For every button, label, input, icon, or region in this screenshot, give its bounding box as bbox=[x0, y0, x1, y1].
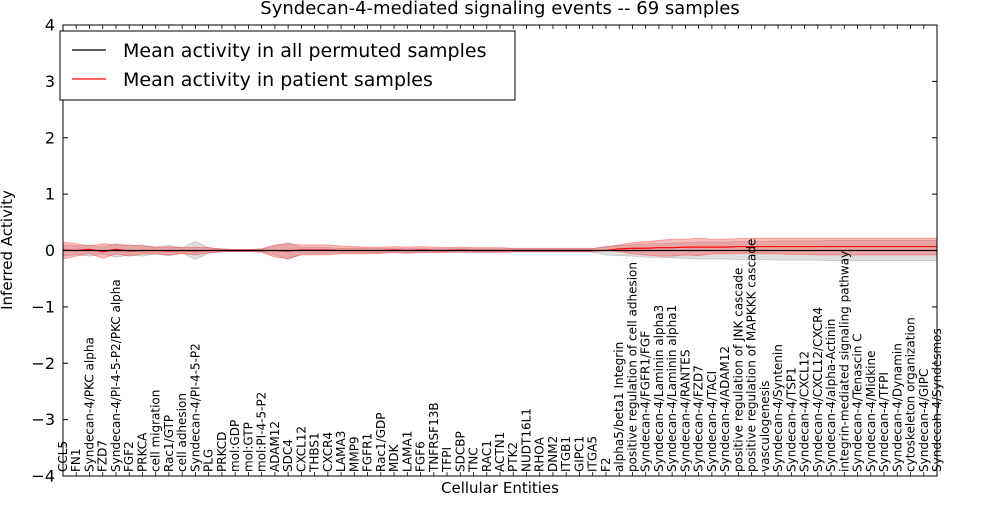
x-tick-label: FGF6 bbox=[414, 441, 428, 472]
x-tick-label: DNM2 bbox=[546, 436, 560, 472]
x-tick-label: PTK2 bbox=[506, 442, 520, 472]
x-tick-label: FGF2 bbox=[122, 441, 136, 472]
x-tick-label: CCL5 bbox=[56, 441, 70, 472]
x-tick-label: cell adhesion bbox=[175, 393, 189, 472]
legend-label-patient: Mean activity in patient samples bbox=[123, 69, 433, 91]
x-tick-label: RHOA bbox=[533, 436, 547, 472]
x-tick-label: Syndecan-4/TFPI bbox=[877, 372, 891, 472]
x-tick-label: PLG bbox=[202, 449, 216, 472]
x-tick-label: NUDT16L1 bbox=[519, 408, 533, 472]
x-tick-label: F2 bbox=[599, 457, 613, 472]
x-tick-label: Syndecan-4/alpha-Actinin bbox=[824, 319, 838, 472]
x-tick-label: cell migration bbox=[149, 390, 163, 472]
x-tick-label: Syndecan-4/ADAM12 bbox=[718, 346, 732, 472]
y-tick-label: −3 bbox=[31, 410, 55, 429]
x-tick-label: Syndecan-4/TACI bbox=[705, 371, 719, 472]
x-tick-label: positive regulation of cell adhesion bbox=[625, 262, 639, 472]
legend-box bbox=[59, 30, 516, 101]
x-tick-label: Syndecan-4/Midkine bbox=[864, 351, 878, 472]
x-tick-label: Syndecan-4/Syntenin bbox=[771, 344, 785, 472]
x-tick-label: vasculogenesis bbox=[758, 381, 772, 472]
x-tick-label: ADAM12 bbox=[268, 421, 282, 472]
x-tick-label: TNFRSF13B bbox=[427, 402, 441, 473]
x-tick-label: Syndecan-4/RANTES bbox=[678, 350, 692, 472]
x-tick-label: SDCBP bbox=[453, 431, 467, 472]
x-tick-label: MMP9 bbox=[347, 436, 361, 472]
x-tick-label: positive regulation of JNK cascade bbox=[731, 268, 745, 472]
y-tick-label: 2 bbox=[45, 128, 55, 147]
x-tick-label: LAMA1 bbox=[400, 431, 414, 472]
y-tick-label: 0 bbox=[45, 241, 55, 260]
x-tick-label: Syndecan-4/Syndesmos bbox=[930, 328, 944, 472]
x-tick-label: Syndecan-4/CXCL12 bbox=[798, 351, 812, 472]
x-tick-label: FZD7 bbox=[96, 440, 110, 472]
x-tick-label: Syndecan-4/PKC alpha bbox=[82, 337, 96, 472]
x-tick-label: cytoskeleton organization bbox=[904, 317, 918, 472]
x-tick-label: ITGB1 bbox=[559, 436, 573, 472]
x-tick-label: ACTN1 bbox=[493, 432, 507, 472]
y-tick-label: 4 bbox=[45, 16, 55, 35]
x-tick-label: positive regulation of MAPKKK cascade bbox=[745, 239, 759, 472]
x-tick-label: RAC1 bbox=[480, 440, 494, 472]
x-tick-label: ITGA5 bbox=[586, 436, 600, 472]
legend: Mean activity in all permuted samples Mea… bbox=[59, 30, 516, 101]
x-tick-label: MDK bbox=[387, 443, 401, 472]
chart-title: Syndecan-4-mediated signaling events -- … bbox=[260, 0, 739, 19]
x-tick-label: PRKCA bbox=[135, 432, 149, 472]
x-tick-label: THBS1 bbox=[308, 432, 322, 473]
legend-label-permuted: Mean activity in all permuted samples bbox=[123, 40, 486, 62]
x-tick-label: Rac1/GDP bbox=[374, 413, 388, 472]
x-axis-title: Cellular Entities bbox=[441, 479, 559, 497]
x-tick-label: Syndecan-4/CXCL12/CXCR4 bbox=[811, 307, 825, 472]
plot-area: −4 −3 −2 −1 0 1 2 3 4 CCL5 FN1 Syndecan-4/PKC alpha… bbox=[31, 16, 944, 486]
y-tick-label: −1 bbox=[31, 297, 55, 316]
x-tick-label: integrin-mediated signaling pathway bbox=[837, 251, 851, 472]
x-tick-label: Syndecan-4/FGFR1/FGF bbox=[639, 331, 653, 472]
x-tick-label: mol:PI-4-5-P2 bbox=[255, 392, 269, 472]
x-tick-label: SDC4 bbox=[281, 439, 295, 472]
x-tick-label: FN1 bbox=[69, 448, 83, 472]
y-axis-title: Inferred Activity bbox=[0, 190, 16, 310]
y-tick-label: −2 bbox=[31, 354, 55, 373]
x-tick-label: mol:GDP bbox=[228, 420, 242, 472]
x-tick-label: FGFR1 bbox=[361, 433, 375, 472]
x-tick-label: PRKCD bbox=[215, 432, 229, 472]
x-tick-label: Syndecan-4/Laminin alpha3 bbox=[652, 305, 666, 472]
x-tick-label: Syndecan-4/PI-4-5-P2 bbox=[188, 343, 202, 472]
x-tick-label: alpha5/beta1 Integrin bbox=[612, 342, 626, 472]
x-tick-label: mol:GTP bbox=[241, 422, 255, 472]
y-tick-label: −4 bbox=[31, 467, 55, 486]
x-tick-label: CXCR4 bbox=[321, 432, 335, 472]
x-tick-label: TNC bbox=[467, 447, 481, 473]
x-tick-label: GIPC1 bbox=[572, 436, 586, 472]
y-tick-label: 3 bbox=[45, 72, 55, 91]
x-tick-label: TFPI bbox=[440, 447, 454, 473]
x-tick-label: Syndecan-4/TSP1 bbox=[784, 367, 798, 472]
x-tick-label: Syndecan-4/GIPC bbox=[917, 369, 931, 472]
x-tick-label: Syndecan-4/PI-4-5-P2/PKC alpha bbox=[109, 279, 123, 472]
x-tick-label: Rac1/GTP bbox=[162, 415, 176, 472]
x-tick-label: Syndecan-4/FZD7 bbox=[692, 365, 706, 472]
x-tick-label: Syndecan-4/Tenascin C bbox=[851, 333, 865, 472]
x-tick-label: Syndecan-4/Dynamin bbox=[890, 343, 904, 472]
x-tick-label: CXCL12 bbox=[294, 426, 308, 472]
x-tick-label: LAMA3 bbox=[334, 431, 348, 472]
x-tick-label: Syndecan-4/Laminin alpha1 bbox=[665, 305, 679, 472]
y-tick-label: 1 bbox=[45, 185, 55, 204]
